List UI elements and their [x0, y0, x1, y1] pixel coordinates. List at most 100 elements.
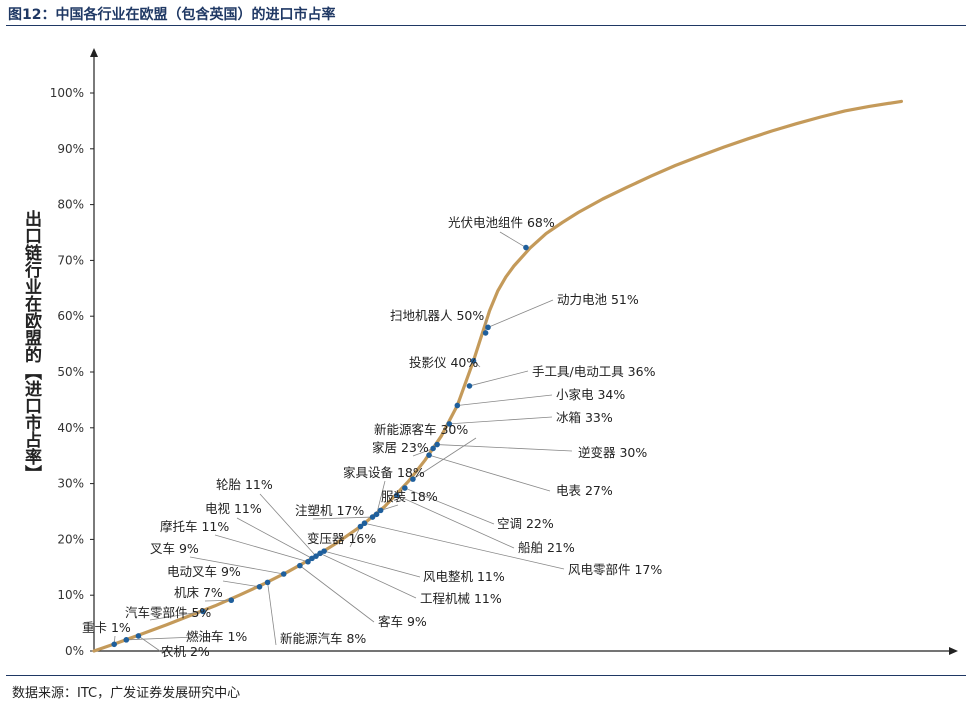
data-point — [454, 402, 461, 409]
data-label: 电表 27% — [556, 483, 613, 498]
data-label: 工程机械 11% — [420, 591, 502, 606]
data-point — [369, 514, 376, 520]
data-label: 汽车零部件 5% — [125, 605, 211, 620]
data-label: 冰箱 33% — [556, 410, 613, 425]
data-point — [357, 523, 364, 530]
leader-line — [259, 493, 317, 557]
data-label: 投影仪 40% — [409, 355, 478, 370]
source-note: 数据来源：ITC，广发证券发展研究中心 — [12, 686, 241, 701]
data-label: 逆变器 30% — [578, 445, 647, 460]
leader-line — [299, 565, 375, 623]
leader-lines — [113, 231, 573, 652]
y-tick-label: 100% — [50, 86, 84, 100]
data-point — [393, 492, 400, 499]
leader-line — [349, 526, 361, 548]
data-label: 注塑机 17% — [295, 503, 364, 518]
data-point — [466, 383, 473, 389]
leader-line — [126, 635, 221, 641]
data-point — [321, 548, 327, 554]
series-line — [92, 99, 903, 653]
data-point — [228, 597, 235, 604]
leader-line — [437, 444, 573, 452]
data-label: 电动叉车 9% — [167, 564, 241, 579]
y-tick-label: 40% — [57, 421, 84, 435]
data-label: 变压器 16% — [307, 531, 376, 546]
data-label: 家具设备 18% — [343, 465, 425, 480]
leader-line — [487, 299, 554, 328]
y-tick-label: 10% — [57, 588, 84, 602]
data-point — [402, 485, 408, 491]
data-point — [410, 476, 416, 482]
data-point — [523, 244, 529, 251]
data-point — [482, 330, 489, 336]
data-label: 扫地机器人 50% — [390, 308, 484, 323]
y-tick-label: 50% — [57, 365, 84, 379]
data-point — [135, 633, 142, 639]
data-points — [111, 244, 529, 648]
data-label: 动力电池 51% — [557, 292, 639, 307]
data-label: 服装 18% — [381, 489, 438, 504]
leader-line — [222, 580, 260, 588]
chart-title: 图12：中国各行业在欧盟（包含英国）的进口市占率 — [8, 7, 336, 23]
leader-line — [457, 394, 553, 406]
leader-line — [499, 231, 527, 248]
data-point — [426, 452, 432, 458]
leader-line — [376, 480, 386, 515]
y-tick-label: 20% — [57, 532, 84, 546]
series-curve — [92, 99, 903, 653]
y-tick-label: 90% — [57, 142, 84, 156]
data-label: 机床 7% — [174, 585, 223, 600]
leader-line — [236, 517, 313, 559]
leader-line — [364, 522, 565, 570]
data-label: 燃油车 1% — [186, 629, 247, 644]
footer-rule — [6, 675, 966, 676]
y-tick-label: 0% — [65, 644, 84, 658]
data-point — [264, 579, 271, 586]
data-label: 船舶 21% — [518, 540, 575, 555]
data-label: 重卡 1% — [82, 620, 131, 635]
data-label: 小家电 34% — [556, 387, 625, 402]
data-point — [280, 571, 287, 577]
leader-line — [138, 635, 161, 652]
data-point — [313, 553, 319, 559]
leader-line — [324, 550, 421, 578]
data-point — [123, 637, 130, 643]
leader-line — [449, 416, 553, 425]
data-point — [373, 511, 380, 518]
leader-line — [396, 494, 515, 549]
leader-line — [267, 582, 277, 646]
data-point — [485, 324, 491, 331]
data-point — [305, 558, 311, 565]
data-label: 风电整机 11% — [423, 569, 505, 584]
y-tick-label: 80% — [57, 198, 84, 212]
leader-line — [312, 516, 373, 520]
data-point — [377, 507, 384, 514]
data-point — [200, 608, 206, 615]
y-tick-label: 60% — [57, 309, 84, 323]
data-point — [434, 441, 440, 448]
leader-line — [404, 487, 495, 525]
data-point — [470, 358, 477, 364]
leader-line — [469, 370, 529, 387]
data-point — [430, 445, 436, 452]
x-axis-arrow — [949, 647, 958, 655]
data-label: 新能源客车 30% — [374, 422, 468, 437]
leader-line — [149, 610, 204, 621]
data-label: 客车 9% — [378, 614, 427, 629]
leader-line — [412, 448, 434, 457]
data-label: 轮胎 11% — [216, 477, 273, 492]
data-label: 光伏电池组件 68% — [448, 215, 555, 230]
y-tick-label: 30% — [57, 477, 84, 491]
data-point — [111, 641, 117, 648]
axes — [90, 48, 958, 655]
y-tick-label: 70% — [57, 253, 84, 267]
leader-line — [189, 556, 284, 575]
data-label: 风电零部件 17% — [568, 562, 662, 577]
data-label: 新能源汽车 8% — [280, 631, 366, 646]
y-ticks: 0% 10% 20% 30% 40% 50% 60% 70% 80% 90% 100% — [50, 86, 94, 658]
data-label: 农机 2% — [161, 644, 210, 659]
leader-line — [319, 552, 417, 599]
leader-line — [380, 504, 399, 511]
data-label: 空调 22% — [497, 516, 554, 531]
